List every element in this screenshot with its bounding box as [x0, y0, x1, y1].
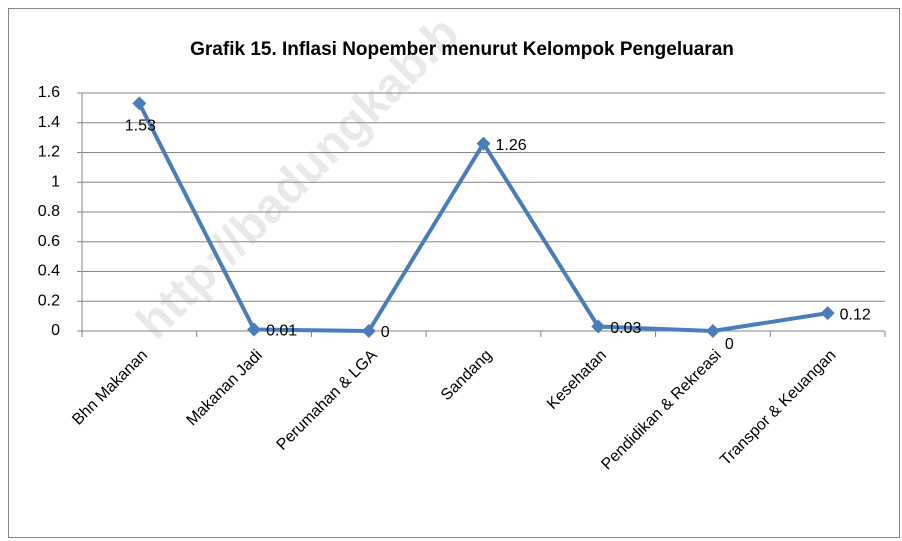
- y-tick-label: 0.8: [38, 203, 60, 220]
- chart-frame: [8, 8, 900, 538]
- marker: [591, 319, 606, 334]
- marker: [705, 324, 720, 338]
- y-tick-label: 1.6: [38, 84, 60, 101]
- marker: [820, 306, 835, 321]
- data-label: 0: [381, 324, 390, 341]
- chart-title: Grafik 15. Inflasi Nopember menurut Kelo…: [190, 39, 734, 60]
- data-label: 0.12: [840, 306, 871, 323]
- marker: [247, 322, 262, 337]
- y-tick-label: 1.4: [38, 114, 60, 131]
- y-tick-label: 1.2: [38, 144, 60, 161]
- data-label: 0.01: [266, 323, 297, 340]
- y-tick-label: 0.6: [38, 233, 60, 250]
- y-tick-label: 0: [51, 322, 60, 339]
- data-label: 0.03: [610, 320, 641, 337]
- data-label: 1.26: [496, 137, 527, 154]
- data-label: 1.53: [125, 118, 156, 135]
- marker: [361, 324, 376, 338]
- y-tick-label: 0.4: [38, 263, 60, 280]
- marker: [132, 96, 147, 111]
- data-label: 0: [725, 336, 734, 353]
- marker: [476, 136, 491, 151]
- y-tick-label: 0.2: [38, 292, 60, 309]
- y-tick-label: 1: [51, 173, 60, 190]
